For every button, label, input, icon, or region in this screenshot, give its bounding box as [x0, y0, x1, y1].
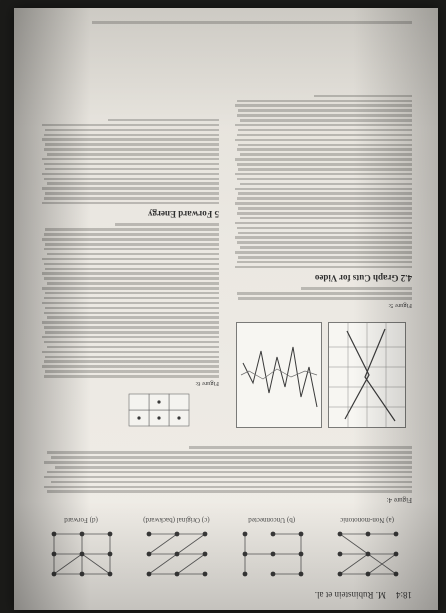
journal-footer [40, 19, 412, 26]
panel-d-label: (d) Forward [64, 516, 98, 524]
right-figure-caption-lead: Figure 6: [195, 380, 219, 387]
body-columns: Figure 5: 4.2 Graph Cuts for Video [40, 20, 412, 432]
figure-left [233, 312, 412, 432]
graph-diagram-icon [337, 531, 399, 577]
panel-a-label: (a) Non-monotonic [340, 516, 394, 524]
panel-d: (d) Forward [38, 512, 124, 584]
figure-panels: (a) Non-monotonic (b) Unconnected [38, 512, 410, 584]
panel-c: (c) Original (backward) [133, 512, 219, 584]
figure-image-box [328, 322, 406, 428]
top-caption-lead: Figure 4: [386, 496, 412, 504]
pixel-grid-icon [329, 323, 405, 427]
graph-diagram-icon [242, 531, 304, 577]
author-line: M. Rubinstein et al. [314, 590, 386, 600]
panel-b: (b) Unconnected [229, 512, 315, 584]
paper-page: 18:4 M. Rubinstein et al. [14, 8, 438, 610]
running-head: 18:4 M. Rubinstein et al. [40, 588, 412, 602]
figure-image-box [236, 322, 322, 428]
right-column: Figure 6: 5 Forward Energy [40, 20, 219, 432]
top-figure-caption: Figure 4: [40, 444, 412, 504]
left-column: Figure 5: 4.2 Graph Cuts for Video [233, 20, 412, 432]
panel-b-label: (b) Unconnected [248, 516, 296, 524]
seam-plot-icon [240, 346, 318, 408]
pixel-neighborhood-icon [128, 393, 190, 427]
figure-right [40, 390, 219, 428]
section-heading-graph-cuts: 4.2 Graph Cuts for Video [314, 273, 412, 284]
panel-c-label: (c) Original (backward) [143, 516, 210, 524]
page-number: 18:4 [395, 590, 412, 600]
graph-diagram-icon [146, 531, 208, 577]
left-figure-caption-lead: Figure 5: [388, 302, 412, 309]
section-heading-forward-energy: 5 Forward Energy [148, 209, 219, 220]
graph-diagram-icon [51, 531, 113, 577]
panel-a: (a) Non-monotonic [324, 512, 410, 584]
